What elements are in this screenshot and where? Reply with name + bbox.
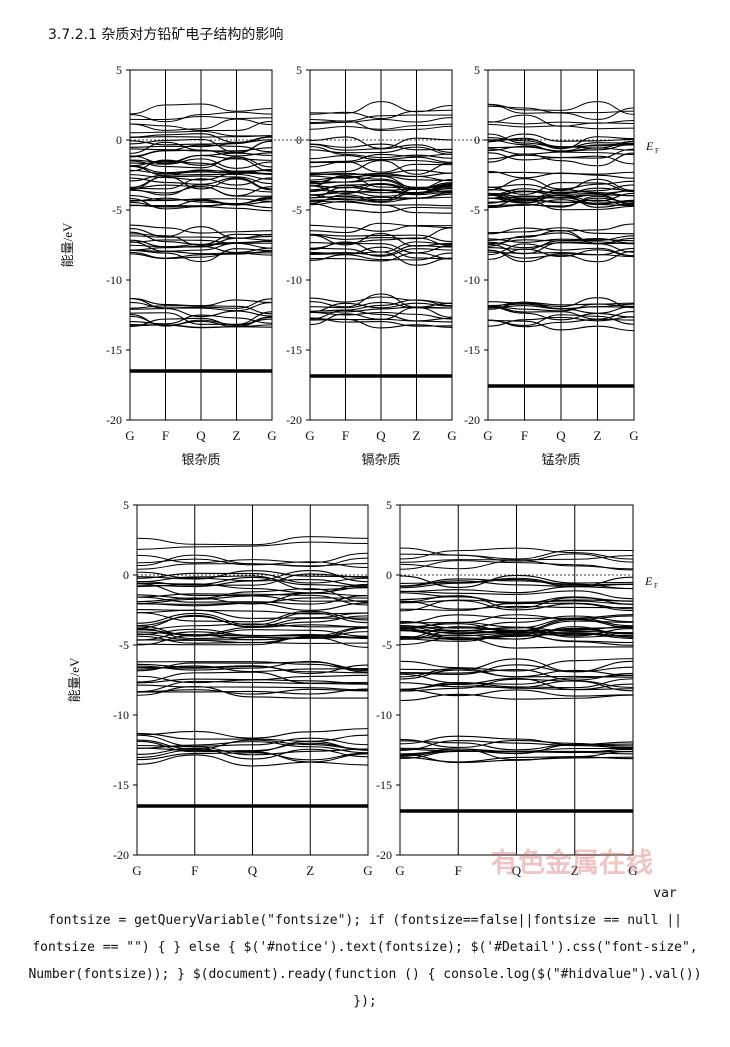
y-tick-label: -20 <box>376 848 392 862</box>
fermi-sub: F <box>654 582 658 590</box>
kpoint-label: Z <box>306 863 314 878</box>
y-tick-label: -15 <box>106 343 122 357</box>
y-tick-label: 0 <box>116 133 122 147</box>
y-tick-label: 0 <box>474 133 480 147</box>
watermark: 有色金属在线 <box>491 847 653 878</box>
panel-caption: 银杂质 <box>181 452 220 467</box>
plot-frame <box>399 504 634 856</box>
y-tick-label: -5 <box>470 203 480 217</box>
y-tick-label: -5 <box>112 203 122 217</box>
kpoint-label: F <box>162 428 169 443</box>
y-tick-label: 5 <box>386 498 392 512</box>
y-tick-label: -15 <box>113 778 129 792</box>
kpoint-label: Z <box>413 428 421 443</box>
code-text: var fontsize = getQueryVariable("fontsiz… <box>28 886 702 1009</box>
plot-frame <box>309 69 453 421</box>
y-tick-label: -5 <box>119 638 129 652</box>
y-tick-label: 0 <box>386 568 392 582</box>
kpoint-label: G <box>629 428 638 443</box>
panel-caption: 镉杂质 <box>361 452 400 467</box>
plot-frame <box>129 69 273 421</box>
fermi-sub: F <box>655 147 659 155</box>
kpoint-label: Q <box>376 428 386 443</box>
y-tick-label: -15 <box>376 778 392 792</box>
kpoint-label: Z <box>233 428 241 443</box>
panel-caption: 锰杂质 <box>541 452 580 467</box>
y-tick-label: -10 <box>464 273 480 287</box>
figure: G F Q Z G 5 0 -5 -10 -15 -20 能量/eV 银杂质 G F Q Z G 5 0 -5 -10 -1… <box>60 63 659 880</box>
y-tick-label: -20 <box>286 413 302 427</box>
y-tick-label: -10 <box>106 273 122 287</box>
heading: 3.7.2.1 杂质对方铅矿电子结构的影响 <box>48 27 284 43</box>
kpoint-label: F <box>455 863 462 878</box>
kpoint-label: G <box>125 428 134 443</box>
kpoint-label: G <box>628 863 637 878</box>
y-tick-label: 0 <box>296 133 302 147</box>
y-tick-label: -10 <box>113 708 129 722</box>
y-tick-label: 0 <box>123 568 129 582</box>
y-tick-label: 5 <box>474 63 480 77</box>
y-tick-label: -15 <box>464 343 480 357</box>
kpoint-label: Q <box>248 863 258 878</box>
y-tick-label: -10 <box>286 273 302 287</box>
plot-frame <box>136 504 369 856</box>
y-axis-label: 能量/eV <box>60 222 75 267</box>
fermi-label: E <box>645 139 654 153</box>
kpoint-label: G <box>267 428 276 443</box>
y-tick-label: -20 <box>113 848 129 862</box>
kpoint-label: G <box>132 863 141 878</box>
fermi-label: E <box>644 574 653 588</box>
kpoint-label: F <box>521 428 528 443</box>
kpoint-label: G <box>395 863 404 878</box>
kpoint-label: F <box>342 428 349 443</box>
kpoint-label: Q <box>512 863 522 878</box>
kpoint-label: Z <box>594 428 602 443</box>
kpoint-label: Q <box>196 428 206 443</box>
kpoint-label: G <box>483 428 492 443</box>
plot-frame <box>487 69 635 421</box>
band-panel: G F Q Z G 5 0 -5 -10 -15 -20 镉杂质 <box>286 63 490 467</box>
watermark-url: www.cnnmol.com <box>504 878 640 880</box>
kpoint-label: G <box>447 428 456 443</box>
y-axis-label: 能量/eV <box>67 657 82 702</box>
y-tick-label: -5 <box>382 638 392 652</box>
kpoint-label: Q <box>556 428 566 443</box>
y-tick-label: 5 <box>116 63 122 77</box>
y-tick-label: -10 <box>376 708 392 722</box>
kpoint-label: G <box>305 428 314 443</box>
y-tick-label: 5 <box>296 63 302 77</box>
kpoint-label: Z <box>571 863 579 878</box>
y-tick-label: -20 <box>106 413 122 427</box>
y-tick-label: -15 <box>286 343 302 357</box>
y-tick-label: -5 <box>292 203 302 217</box>
y-tick-label: 5 <box>123 498 129 512</box>
y-tick-label: -20 <box>464 413 480 427</box>
kpoint-label: G <box>363 863 372 878</box>
kpoint-label: F <box>191 863 198 878</box>
band-panel: G F Q Z G 5 0 -5 -10 -15 -20 能量/eV 银杂质 <box>60 63 310 467</box>
